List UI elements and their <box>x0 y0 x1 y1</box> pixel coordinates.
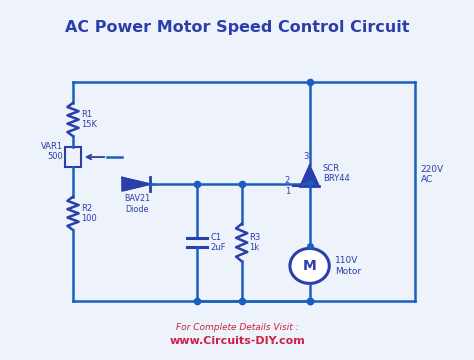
Text: 1: 1 <box>285 187 290 196</box>
Text: AC Power Motor Speed Control Circuit: AC Power Motor Speed Control Circuit <box>65 20 409 35</box>
Text: www.Circuits-DIY.com: www.Circuits-DIY.com <box>169 336 305 346</box>
Polygon shape <box>300 165 319 186</box>
Text: 2: 2 <box>285 176 290 185</box>
Text: For Complete Details Visit :: For Complete Details Visit : <box>176 323 298 332</box>
Text: R3
1k: R3 1k <box>249 233 260 252</box>
Text: SCR
BRY44: SCR BRY44 <box>323 164 349 184</box>
Text: M: M <box>303 259 317 273</box>
Polygon shape <box>122 177 150 191</box>
Text: 220V
AC: 220V AC <box>420 165 444 184</box>
Text: R1
15K: R1 15K <box>81 110 97 129</box>
Text: 110V
Motor: 110V Motor <box>335 256 361 276</box>
Text: 3: 3 <box>303 152 309 161</box>
Text: VAR1
500: VAR1 500 <box>41 142 63 161</box>
Text: BAV21
Diode: BAV21 Diode <box>124 194 151 213</box>
Text: C1
2uF: C1 2uF <box>210 233 226 252</box>
Circle shape <box>290 248 329 283</box>
Text: R2
100: R2 100 <box>81 204 97 223</box>
